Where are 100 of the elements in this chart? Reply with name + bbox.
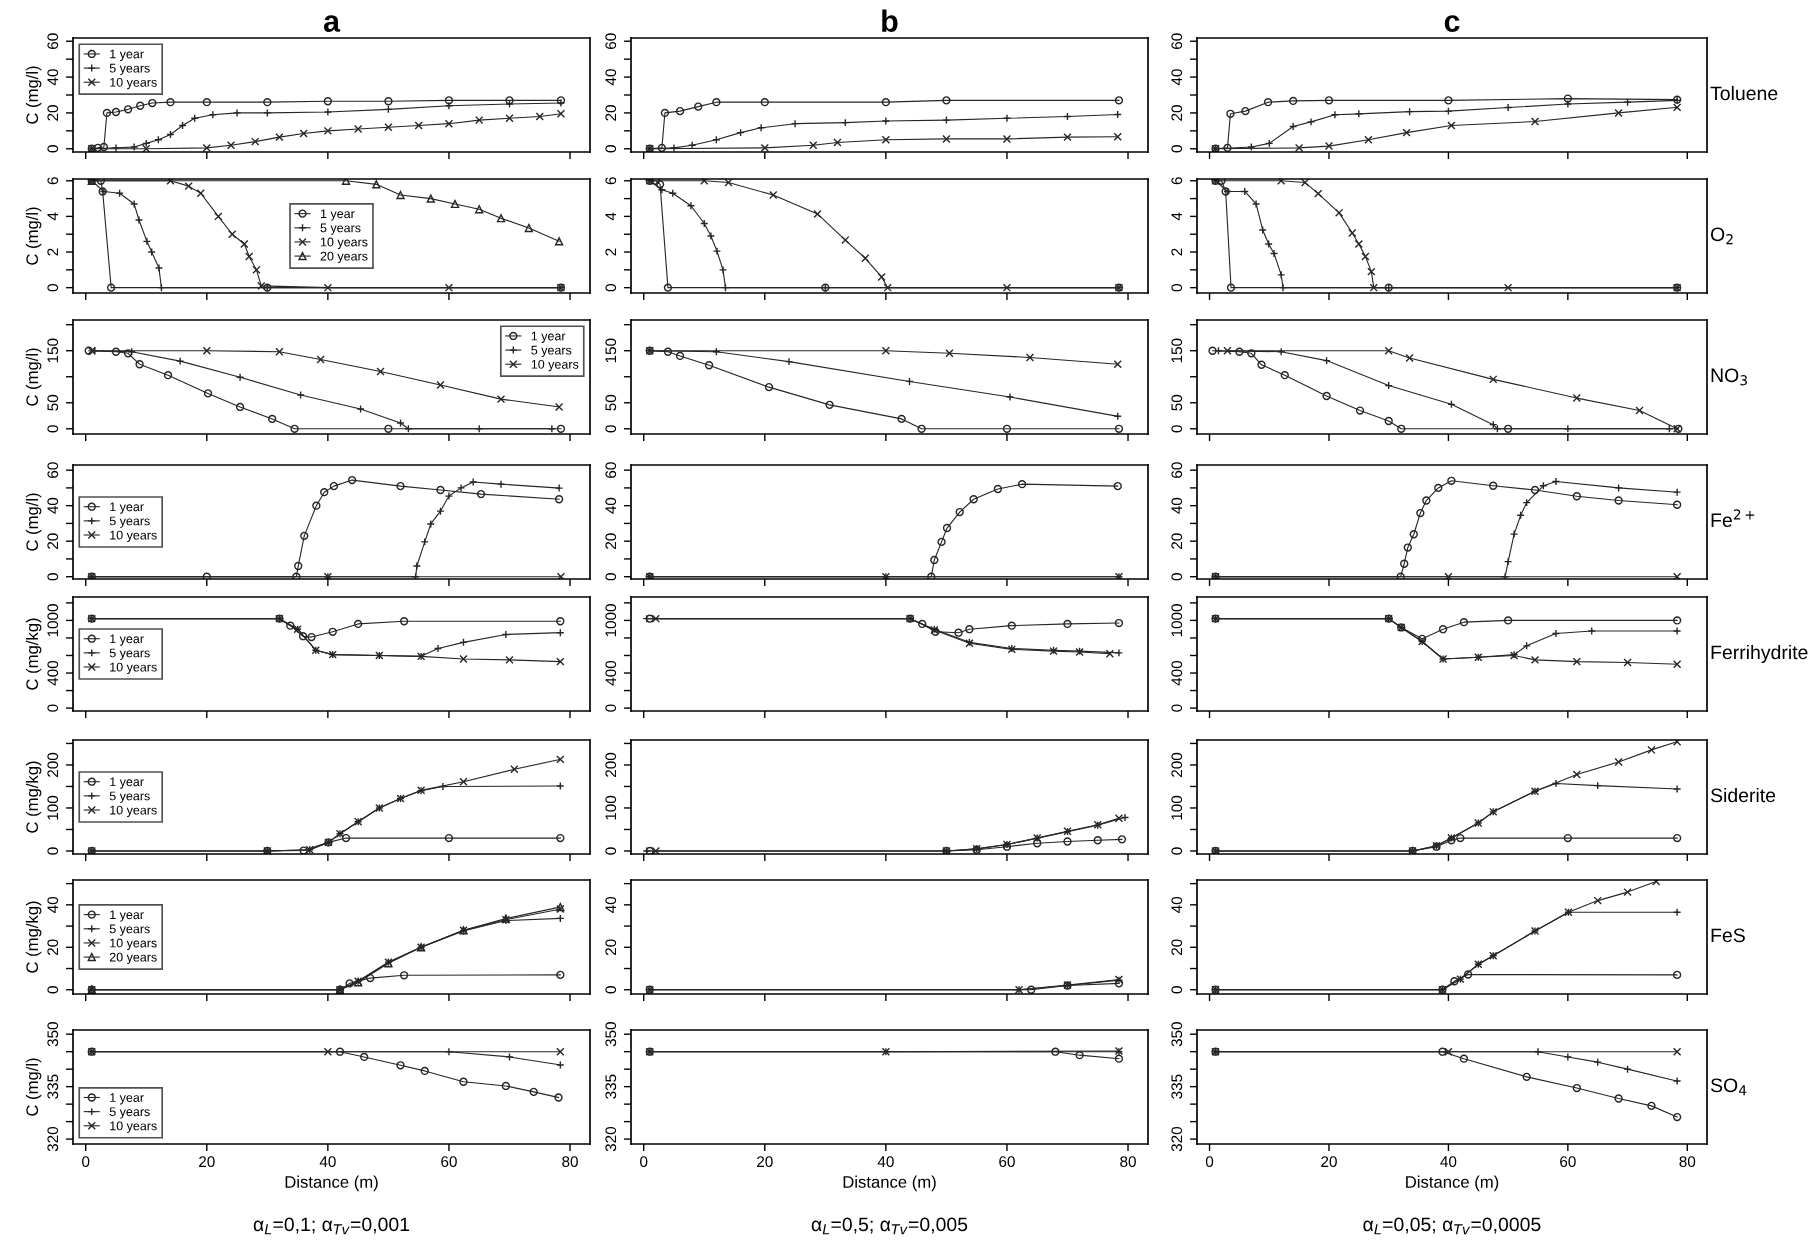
legend-label: 5 years — [320, 223, 361, 235]
y-tick-label: 0 — [1171, 284, 1183, 292]
y-tick-label: 4 — [47, 212, 59, 221]
y2-axis-title: NO$_{3}$ — [1711, 368, 1747, 386]
y-tick-label: 0 — [605, 145, 617, 153]
y-axis-title: C (mg/kg) — [25, 901, 42, 973]
x-tick-label: 20 — [1321, 1156, 1337, 1168]
legend-label: 1 year — [110, 1093, 144, 1105]
y2-axis-title: FeS — [1711, 928, 1745, 943]
legend-label: 5 years — [109, 1107, 150, 1119]
legend-label: 1 year — [320, 209, 355, 221]
y-tick-label: 2 — [47, 248, 59, 256]
y-tick-label: 1000 — [605, 604, 617, 637]
y-tick-label: 335 — [1171, 1074, 1183, 1099]
y2-axis-title: Toluene — [1710, 85, 1778, 101]
legend-label: 1 year — [110, 502, 144, 514]
y-tick-label: 50 — [605, 394, 617, 411]
y-tick-label: 40 — [47, 896, 59, 913]
y-tick-label: 40 — [47, 497, 59, 514]
y-tick-label: 20 — [1171, 533, 1183, 549]
y-tick-label: 0 — [605, 425, 617, 433]
x-tick-label: 20 — [199, 1156, 215, 1168]
y-tick-label: 400 — [47, 660, 59, 686]
y-tick-label: 6 — [47, 177, 59, 185]
x-tick-label: 60 — [1560, 1156, 1576, 1168]
x-tick-label: 0 — [1205, 1156, 1214, 1168]
x-tick-label: 20 — [757, 1156, 773, 1168]
y-tick-label: 350 — [47, 1022, 59, 1047]
y-tick-label: 0 — [1171, 847, 1183, 855]
x-axis-title: Distance (m) — [843, 1175, 936, 1192]
y-tick-label: 0 — [605, 284, 617, 292]
y-tick-label: 20 — [47, 939, 59, 956]
y-tick-label: 0 — [47, 145, 59, 153]
y-tick-label: 40 — [1171, 896, 1183, 913]
y-tick-label: 20 — [1171, 939, 1183, 956]
y-tick-label: 400 — [605, 660, 617, 686]
y-tick-label: 40 — [1171, 69, 1183, 86]
legend-label: 5 years — [531, 345, 572, 358]
legend-label: 10 years — [531, 359, 579, 372]
y-tick-label: 20 — [47, 533, 59, 549]
y-tick-label: 0 — [1171, 145, 1183, 153]
y-tick-label: 200 — [1171, 752, 1183, 777]
legend-label: 10 years — [110, 530, 157, 542]
legend-label: 20 years — [109, 952, 157, 965]
y-tick-label: 100 — [1171, 795, 1183, 820]
x-tick-label: 40 — [877, 1156, 894, 1168]
legend-label: 10 years — [110, 77, 157, 90]
y-axis-title: C (mg/l) — [25, 493, 42, 551]
legend-label: 20 years — [320, 251, 368, 264]
x-tick-label: 80 — [1679, 1156, 1696, 1168]
y-tick-label: 0 — [47, 284, 59, 292]
y-tick-label: 1000 — [47, 604, 59, 637]
chart-title: c — [1444, 15, 1460, 32]
y-tick-label: 0 — [1171, 425, 1183, 433]
y-tick-label: 40 — [605, 497, 617, 514]
legend-label: 5 years — [109, 648, 150, 660]
legend-label: 1 year — [110, 49, 144, 61]
chart-title: a — [323, 15, 341, 32]
y-tick-label: 150 — [605, 338, 617, 363]
y-axis-title: C (mg/l) — [25, 207, 42, 265]
y-tick-label: 0 — [605, 986, 617, 994]
legend-label: 10 years — [110, 1121, 157, 1133]
y-tick-label: 40 — [605, 69, 617, 86]
y-tick-label: 20 — [605, 533, 617, 549]
y-axis-title: C (mg/kg) — [25, 761, 42, 833]
x-tick-label: 0 — [640, 1156, 648, 1168]
y-tick-label: 20 — [605, 939, 617, 956]
y-tick-label: 20 — [605, 105, 617, 121]
y-tick-label: 150 — [1171, 338, 1183, 363]
y-tick-label: 0 — [1171, 704, 1183, 712]
x-axis-title: Distance (m) — [1406, 1175, 1499, 1192]
y-axis-title: C (mg/l) — [25, 348, 42, 406]
x-tick-label: 0 — [82, 1156, 90, 1168]
legend-label: 5 years — [109, 791, 150, 803]
y-tick-label: 400 — [1171, 660, 1183, 686]
y-tick-label: 0 — [605, 573, 617, 581]
y-tick-label: 320 — [1171, 1126, 1183, 1152]
y2-axis-title: O$_{2}$ — [1710, 227, 1733, 245]
x-tick-label: 40 — [1440, 1156, 1457, 1168]
x-axis-title: Distance (m) — [285, 1175, 378, 1192]
y-tick-label: 50 — [47, 394, 59, 411]
text: α$_{L}$=0,1; α$_{Tv}$=0,001 — [253, 1217, 410, 1235]
y-tick-label: 320 — [605, 1126, 617, 1152]
y-axis-title: C (mg/kg) — [25, 618, 42, 690]
legend-label: 1 year — [110, 634, 144, 646]
y-tick-label: 2 — [605, 248, 617, 256]
y2-axis-title: Fe$^{2+}$ — [1711, 509, 1755, 528]
y-tick-label: 0 — [605, 847, 617, 855]
y-tick-label: 150 — [47, 338, 59, 363]
legend-label: 10 years — [110, 662, 157, 674]
x-tick-label: 60 — [999, 1156, 1015, 1168]
y-tick-label: 60 — [605, 462, 617, 478]
y-tick-label: 0 — [47, 847, 59, 855]
y-tick-label: 50 — [1171, 394, 1183, 411]
legend-label: 1 year — [531, 331, 566, 343]
y-tick-label: 60 — [47, 462, 59, 478]
x-tick-label: 60 — [441, 1156, 457, 1168]
y-tick-label: 0 — [47, 425, 59, 433]
legend-label: 5 years — [109, 924, 150, 936]
chart-title: b — [882, 9, 898, 32]
